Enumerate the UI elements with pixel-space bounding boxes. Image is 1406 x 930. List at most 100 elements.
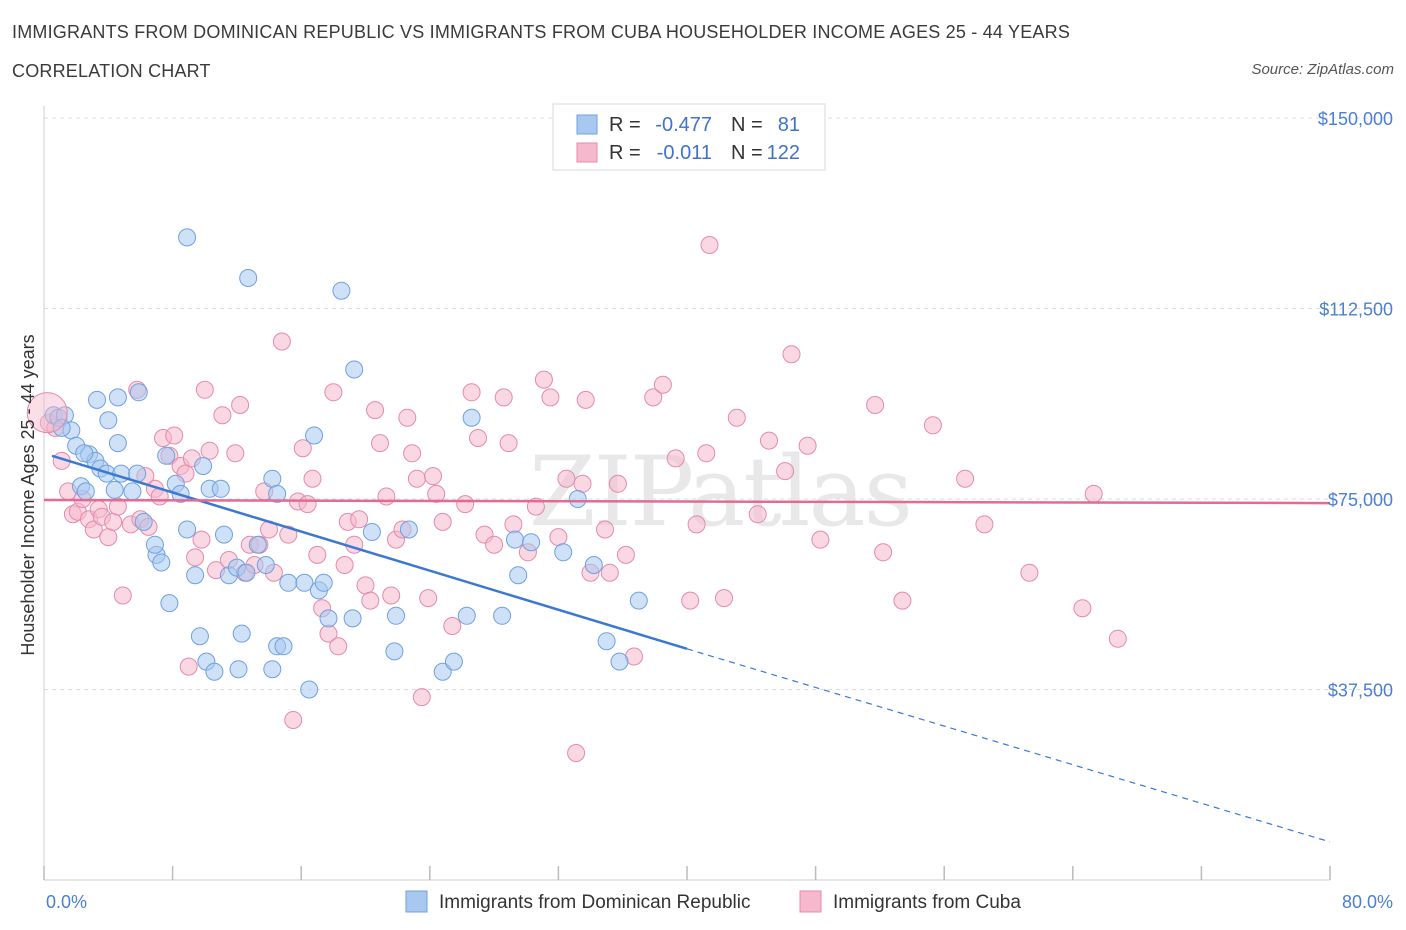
data-point (433, 512, 452, 531)
data-point (385, 642, 404, 661)
data-point (263, 469, 282, 488)
data-point (104, 512, 123, 531)
data-point (105, 480, 124, 499)
data-point (584, 556, 603, 574)
data-point (782, 345, 801, 364)
data-point (231, 396, 250, 414)
legend-swatch (576, 142, 598, 163)
data-point (295, 573, 314, 592)
data-point (108, 434, 127, 453)
data-point (387, 606, 405, 625)
trend-line-cuba (43, 498, 1331, 505)
data-point (303, 469, 322, 488)
data-point (443, 617, 462, 635)
data-point (554, 543, 573, 562)
data-point (462, 408, 481, 427)
data-point (485, 535, 504, 554)
data-point (84, 520, 103, 539)
data-point (433, 662, 452, 681)
data-point (509, 566, 528, 585)
data-point (300, 680, 319, 699)
data-point (178, 228, 197, 247)
data-point (644, 388, 663, 407)
data-point (504, 515, 523, 534)
data-point (113, 586, 132, 605)
chart-subtitle: CORRELATION CHART (12, 61, 211, 81)
legend-r-label: R = (609, 142, 641, 164)
y-tick-label: $37,500 (1328, 681, 1393, 701)
data-point (506, 530, 524, 549)
y-axis-ticks: $37,500 $75,000 $112,500 $150,000 (1318, 109, 1393, 701)
data-point (956, 469, 975, 488)
data-point (811, 530, 830, 549)
series-legend-swatch (405, 890, 428, 913)
data-point (200, 441, 219, 460)
data-point (134, 512, 153, 531)
data-point (99, 411, 118, 430)
data-point (874, 543, 893, 562)
data-point (399, 520, 418, 539)
legend-frame (552, 103, 826, 171)
data-point (444, 652, 463, 671)
legend-r-value: -0.011 (657, 142, 712, 164)
data-point (26, 392, 68, 434)
data-point (343, 609, 362, 628)
data-point (469, 429, 487, 447)
data-point (239, 269, 258, 287)
data-point (213, 406, 232, 425)
data-point (557, 469, 576, 488)
data-point (160, 594, 179, 613)
trend-line-dominican (51, 454, 688, 651)
data-point (157, 446, 176, 465)
data-point (715, 589, 733, 608)
trend-line-dominican-extension (686, 648, 1331, 843)
data-point (329, 637, 348, 656)
data-point (123, 482, 142, 501)
data-point (362, 523, 381, 541)
data-point (596, 520, 614, 539)
data-point (314, 573, 333, 592)
data-point (700, 236, 719, 254)
data-point (975, 515, 994, 534)
data-point (541, 388, 560, 407)
data-point (407, 469, 426, 488)
series-legend-swatch (799, 890, 822, 913)
data-point (305, 426, 324, 445)
data-point (798, 436, 817, 455)
data-point (893, 591, 912, 610)
data-point (237, 563, 256, 582)
data-point (308, 545, 327, 564)
data-point (866, 396, 885, 414)
data-point (568, 490, 587, 508)
correlation-legend: R = -0.477 N = 81 R = -0.011 N = 122 (552, 103, 826, 171)
data-point (567, 744, 586, 762)
data-point (681, 591, 700, 610)
x-tick-label: 0.0% (46, 892, 87, 912)
data-point (398, 408, 417, 427)
data-point (776, 462, 795, 481)
data-point (522, 533, 541, 552)
chart-title: IMMIGRANTS FROM DOMINICAN REPUBLIC VS IM… (12, 22, 1071, 42)
axes (43, 106, 1331, 881)
data-point (419, 589, 438, 608)
data-point (356, 576, 375, 595)
data-point (178, 520, 197, 539)
source-label: Source: ZipAtlas.com (1251, 61, 1394, 78)
watermark: ZIPatlas (529, 436, 913, 548)
data-point (332, 281, 351, 300)
data-point (403, 444, 422, 463)
data-point (152, 553, 171, 572)
data-point (99, 528, 118, 547)
watermark-text: ZIPatlas (529, 436, 911, 548)
data-points (26, 228, 1127, 762)
data-point (248, 535, 267, 554)
data-point (274, 637, 293, 656)
data-point (194, 457, 213, 475)
data-point (366, 401, 385, 420)
legend-r-value: -0.477 (655, 114, 712, 136)
data-point (129, 383, 148, 402)
data-point (145, 535, 164, 554)
series-legend-label: Immigrants from Dominican Republic (439, 892, 751, 913)
data-point (576, 390, 595, 409)
